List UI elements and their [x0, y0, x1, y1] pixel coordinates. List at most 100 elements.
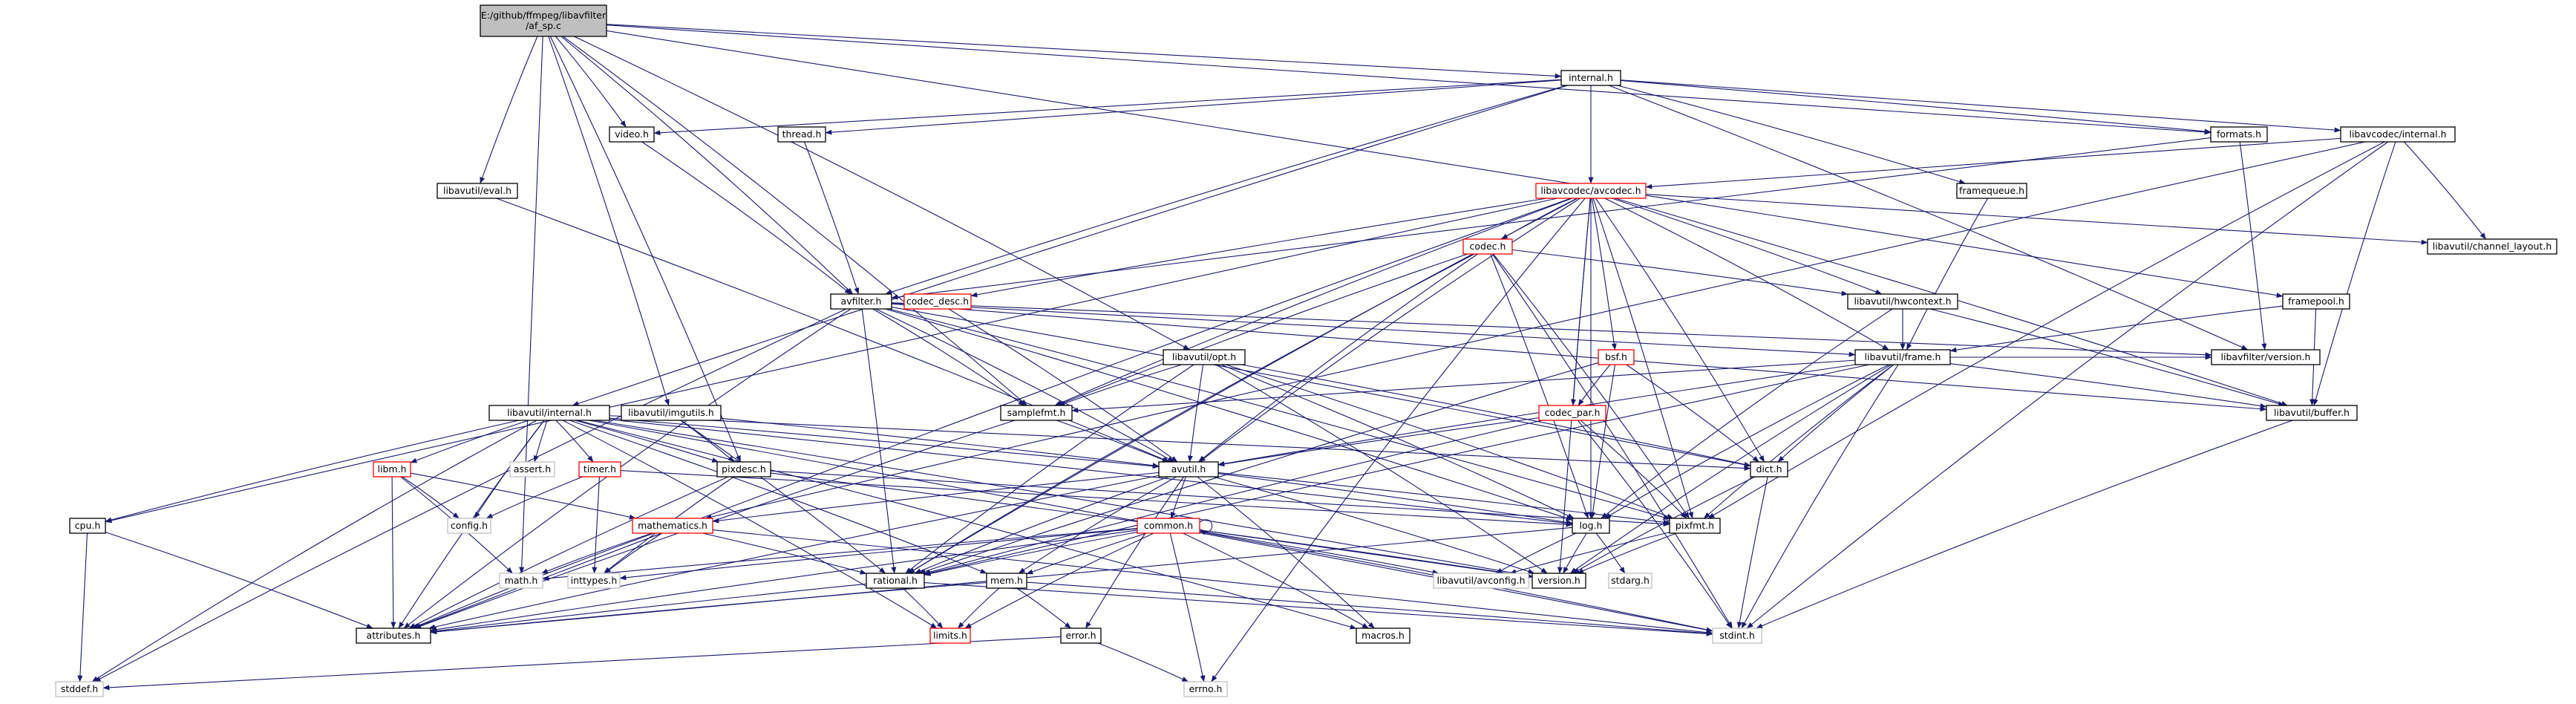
node-thread[interactable]: thread.h	[777, 126, 826, 143]
node-box	[929, 628, 971, 644]
node-buffer[interactable]: libavutil/buffer.h	[2266, 405, 2358, 421]
node-inttypes[interactable]: inttypes.h	[567, 573, 621, 589]
edge-avfilter-to-samplefmt	[872, 308, 1025, 406]
node-errno[interactable]: errno.h	[1183, 681, 1228, 697]
node-framequeue[interactable]: framequeue.h	[1956, 183, 2027, 199]
edge-samplefmt-to-avutil	[1056, 420, 1169, 463]
node-libm[interactable]: libm.h	[373, 461, 411, 478]
node-internal[interactable]: internal.h	[1560, 70, 1621, 86]
node-attributes[interactable]: attributes.h	[356, 628, 431, 644]
edge-libm-to-attributes	[390, 476, 396, 629]
node-lavc-internal[interactable]: libavcodec/internal.h	[2340, 126, 2456, 143]
edge-internal-to-framequeue	[1617, 85, 1966, 184]
node-pixfmt[interactable]: pixfmt.h	[1669, 518, 1721, 534]
edge-samplefmt-to-attributes	[414, 420, 1016, 629]
node-stddef[interactable]: stddef.h	[55, 681, 104, 697]
node-video[interactable]: video.h	[609, 126, 655, 143]
node-label: rational.h	[873, 575, 918, 586]
node-lavu-internal[interactable]: libavutil/internal.h	[488, 405, 610, 421]
edge-avfilter-to-buffer	[891, 303, 2267, 412]
edge-root-to-avfilter	[560, 36, 854, 295]
node-avutil[interactable]: avutil.h	[1158, 461, 1219, 478]
node-mathematics[interactable]: mathematics.h	[632, 518, 713, 534]
edge-pixdesc-to-attributes	[408, 476, 729, 629]
edge-avutil-to-log	[1217, 473, 1573, 525]
edge-frame-to-avutil	[1217, 364, 1856, 466]
edge-lavu_internal-to-timer	[555, 420, 594, 463]
node-error[interactable]: error.h	[1060, 628, 1102, 644]
node-pixdesc[interactable]: pixdesc.h	[716, 461, 771, 478]
node-label: formats.h	[2217, 128, 2261, 140]
edge-dict-to-stdint	[1736, 476, 1768, 629]
node-math[interactable]: math.h	[499, 573, 543, 589]
edge-frame-to-pixfmt	[1703, 364, 1895, 519]
node-label: common.h	[1144, 520, 1193, 531]
node-avcodec[interactable]: libavcodec/avcodec.h	[1535, 183, 1647, 199]
edge-lavu_internal-to-pixdesc	[575, 420, 719, 463]
edge-opt-to-rational	[905, 364, 1194, 574]
node-stdarg[interactable]: stdarg.h	[1608, 573, 1653, 589]
node-avconfig[interactable]: libavutil/avconfig.h	[1433, 573, 1529, 589]
node-common[interactable]: common.h	[1137, 518, 1200, 534]
node-avfilter[interactable]: avfilter.h	[830, 293, 892, 310]
node-box	[578, 461, 621, 478]
edge-opt-to-avutil	[1187, 364, 1204, 463]
node-rational[interactable]: rational.h	[866, 573, 925, 589]
node-label: stddef.h	[61, 683, 98, 694]
node-cpu[interactable]: cpu.h	[69, 518, 106, 534]
node-codec-par[interactable]: codec_par.h	[1538, 405, 1606, 421]
edge-imgutils-to-avutil	[720, 417, 1160, 469]
edge-codec-to-avutil	[1198, 253, 1478, 463]
edge-codec_desc-to-avutil	[948, 308, 1178, 463]
node-label: libavutil/avconfig.h	[1436, 575, 1525, 586]
node-label: mathematics.h	[638, 520, 707, 531]
node-label: E:/github/ffmpeg/libavfilter	[481, 10, 607, 21]
node-bsf[interactable]: bsf.h	[1598, 349, 1635, 365]
node-assert[interactable]: assert.h	[509, 461, 555, 478]
node-imgutils[interactable]: libavutil/imgutils.h	[621, 405, 722, 421]
node-box	[777, 126, 826, 143]
node-lavfi-version[interactable]: libavfilter/version.h	[2211, 349, 2321, 365]
node-label: samplefmt.h	[1007, 407, 1066, 418]
edge-lavu_internal-to-log	[609, 419, 1573, 526]
edge-avcodec-to-hwcontext	[1612, 198, 1883, 295]
edge-avutil-to-version	[1213, 476, 1535, 574]
node-opt[interactable]: libavutil/opt.h	[1163, 349, 1246, 365]
edge-mathematics-to-math	[541, 532, 653, 574]
node-version[interactable]: version.h	[1531, 573, 1586, 589]
node-framepool[interactable]: framepool.h	[2282, 293, 2350, 310]
edge-avutil-to-pixfmt	[1217, 472, 1670, 525]
node-limits[interactable]: limits.h	[929, 628, 971, 644]
edge-avcodec-to-attributes	[413, 198, 1572, 629]
node-box	[1158, 461, 1219, 478]
node-box	[1572, 518, 1610, 534]
node-label: version.h	[1537, 575, 1580, 586]
node-box	[447, 518, 491, 534]
edge-common-to-errno	[1169, 532, 1206, 682]
node-timer[interactable]: timer.h	[578, 461, 621, 478]
edge-frame-to-buffer	[1949, 363, 2267, 408]
edge-libm-to-config	[402, 476, 460, 519]
node-label: libavutil/opt.h	[1172, 351, 1236, 362]
node-samplefmt[interactable]: samplefmt.h	[1000, 405, 1073, 421]
node-channel-layout[interactable]: libavutil/channel_layout.h	[2427, 238, 2557, 255]
node-root[interactable]: E:/github/ffmpeg/libavfilter/af_sp.c	[480, 4, 607, 37]
node-label: avfilter.h	[841, 296, 882, 307]
node-codec[interactable]: codec.h	[1462, 238, 1513, 255]
node-eval[interactable]: libavutil/eval.h	[437, 183, 518, 199]
node-formats[interactable]: formats.h	[2210, 126, 2268, 143]
node-macros[interactable]: macros.h	[1356, 628, 1410, 644]
node-log[interactable]: log.h	[1572, 518, 1610, 534]
node-frame[interactable]: libavutil/frame.h	[1854, 349, 1951, 365]
node-label: errno.h	[1189, 683, 1223, 694]
node-codec-desc[interactable]: codec_desc.h	[903, 293, 972, 310]
node-hwcontext[interactable]: libavutil/hwcontext.h	[1847, 293, 1958, 310]
node-stdint[interactable]: stdint.h	[1712, 628, 1762, 644]
node-config[interactable]: config.h	[447, 518, 491, 534]
node-box	[1750, 461, 1788, 478]
node-mem[interactable]: mem.h	[986, 573, 1027, 589]
edge-mem-to-attributes	[430, 581, 987, 635]
node-dict[interactable]: dict.h	[1750, 461, 1788, 478]
edge-avfilter-to-pixfmt	[889, 308, 1670, 520]
node-label: internal.h	[1569, 72, 1613, 83]
